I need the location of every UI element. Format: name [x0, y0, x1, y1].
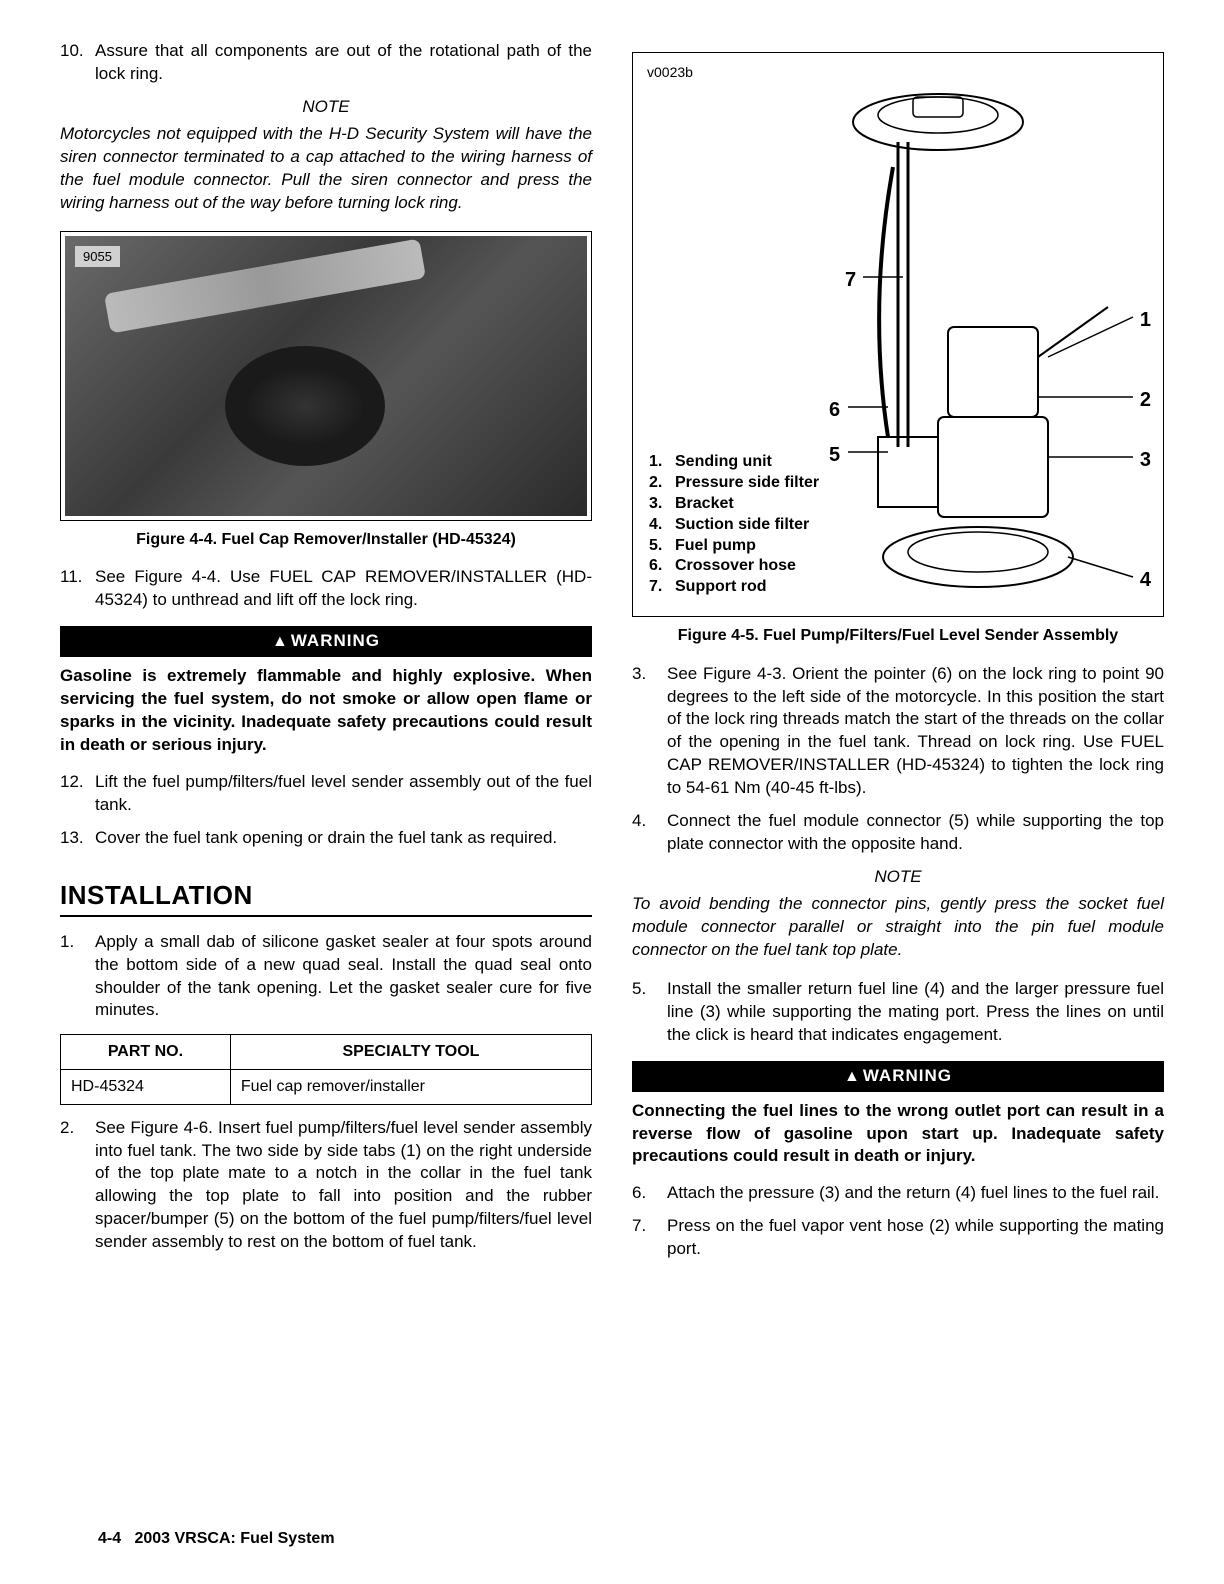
- step-text: See Figure 4-6. Insert fuel pump/filters…: [95, 1117, 592, 1255]
- step-num: 5.: [632, 978, 667, 1047]
- step-text: Lift the fuel pump/filters/fuel level se…: [95, 771, 592, 817]
- right-column: v0023b: [632, 40, 1164, 1271]
- specialty-tool-table: PART NO. SPECIALTY TOOL HD-45324 Fuel ca…: [60, 1034, 592, 1104]
- warning-text: Connecting the fuel lines to the wrong o…: [632, 1100, 1164, 1169]
- step-num: 3.: [632, 663, 667, 801]
- step-num: 2.: [60, 1117, 95, 1255]
- step-text: Assure that all components are out of th…: [95, 40, 592, 86]
- installation-heading: INSTALLATION: [60, 878, 592, 913]
- step-text: See Figure 4-3. Orient the pointer (6) o…: [667, 663, 1164, 801]
- legend-num: 5.: [649, 536, 675, 557]
- step-num: 6.: [632, 1182, 667, 1205]
- section-rule: [60, 915, 592, 917]
- note-text: Motorcycles not equipped with the H-D Se…: [60, 123, 592, 215]
- table-cell: HD-45324: [61, 1069, 231, 1104]
- callout-7: 7: [845, 267, 856, 294]
- footer-title: 2003 VRSCA: Fuel System: [134, 1530, 334, 1547]
- left-column: 10. Assure that all components are out o…: [60, 40, 592, 1271]
- legend-text: Fuel pump: [675, 536, 756, 557]
- callout-4: 4: [1140, 567, 1151, 594]
- figure-diagram: v0023b: [637, 57, 1159, 612]
- legend-text: Bracket: [675, 494, 734, 515]
- note-label: NOTE: [60, 96, 592, 119]
- step-12: 12. Lift the fuel pump/filters/fuel leve…: [60, 771, 592, 817]
- note-text: To avoid bending the connector pins, gen…: [632, 893, 1164, 962]
- warning-label: WARNING: [863, 1066, 952, 1085]
- legend-text: Sending unit: [675, 452, 772, 473]
- table-header: PART NO.: [61, 1035, 231, 1070]
- table-cell: Fuel cap remover/installer: [230, 1069, 591, 1104]
- step-text: Press on the fuel vapor vent hose (2) wh…: [667, 1215, 1164, 1261]
- warning-icon: ▲: [844, 1068, 861, 1085]
- legend-text: Pressure side filter: [675, 473, 819, 494]
- callout-5: 5: [829, 442, 840, 469]
- figure-4-5: v0023b: [632, 52, 1164, 617]
- step-3: 3. See Figure 4-3. Orient the pointer (6…: [632, 663, 1164, 801]
- legend-text: Suction side filter: [675, 515, 809, 536]
- step-7: 7. Press on the fuel vapor vent hose (2)…: [632, 1215, 1164, 1261]
- callout-3: 3: [1140, 447, 1151, 474]
- step-text: Cover the fuel tank opening or drain the…: [95, 827, 592, 850]
- callout-2: 2: [1140, 387, 1151, 414]
- warning-bar: ▲WARNING: [60, 626, 592, 657]
- step-num: 10.: [60, 40, 95, 86]
- wrench-shape: [104, 238, 426, 333]
- figure-badge: 9055: [75, 246, 120, 268]
- warning-text: Gasoline is extremely flammable and high…: [60, 665, 592, 757]
- note-label: NOTE: [632, 866, 1164, 889]
- step-num: 7.: [632, 1215, 667, 1261]
- legend-num: 7.: [649, 577, 675, 598]
- step-text: Attach the pressure (3) and the return (…: [667, 1182, 1164, 1205]
- legend-text: Crossover hose: [675, 556, 796, 577]
- figure-photo: 9055: [65, 236, 587, 516]
- step-text: See Figure 4-4. Use FUEL CAP REMOVER/INS…: [95, 566, 592, 612]
- step-num: 1.: [60, 931, 95, 1023]
- step-13: 13. Cover the fuel tank opening or drain…: [60, 827, 592, 850]
- legend-num: 6.: [649, 556, 675, 577]
- warning-icon: ▲: [272, 633, 289, 650]
- step-num: 11.: [60, 566, 95, 612]
- step-text: Apply a small dab of silicone gasket sea…: [95, 931, 592, 1023]
- figure-4-5-caption: Figure 4-5. Fuel Pump/Filters/Fuel Level…: [632, 625, 1164, 647]
- step-num: 4.: [632, 810, 667, 856]
- table-header: SPECIALTY TOOL: [230, 1035, 591, 1070]
- legend-num: 3.: [649, 494, 675, 515]
- legend-num: 4.: [649, 515, 675, 536]
- warning-label: WARNING: [291, 631, 380, 650]
- step-num: 12.: [60, 771, 95, 817]
- install-step-1: 1. Apply a small dab of silicone gasket …: [60, 931, 592, 1023]
- warning-bar: ▲WARNING: [632, 1061, 1164, 1092]
- figure-4-4: 9055: [60, 231, 592, 521]
- legend-num: 1.: [649, 452, 675, 473]
- step-10: 10. Assure that all components are out o…: [60, 40, 592, 86]
- step-6: 6. Attach the pressure (3) and the retur…: [632, 1182, 1164, 1205]
- fuel-ring-shape: [225, 346, 385, 466]
- legend-num: 2.: [649, 473, 675, 494]
- callout-6: 6: [829, 397, 840, 424]
- step-5: 5. Install the smaller return fuel line …: [632, 978, 1164, 1047]
- step-num: 13.: [60, 827, 95, 850]
- step-11: 11. See Figure 4-4. Use FUEL CAP REMOVER…: [60, 566, 592, 612]
- step-4: 4. Connect the fuel module connector (5)…: [632, 810, 1164, 856]
- page-footer: 4-4 2003 VRSCA: Fuel System: [98, 1528, 335, 1550]
- callout-1: 1: [1140, 307, 1151, 334]
- figure-4-4-caption: Figure 4-4. Fuel Cap Remover/Installer (…: [60, 529, 592, 551]
- legend-text: Support rod: [675, 577, 767, 598]
- step-text: Connect the fuel module connector (5) wh…: [667, 810, 1164, 856]
- step-text: Install the smaller return fuel line (4)…: [667, 978, 1164, 1047]
- page-number: 4-4: [98, 1530, 121, 1547]
- figure-legend: 1.Sending unit 2.Pressure side filter 3.…: [649, 452, 819, 598]
- install-step-2: 2. See Figure 4-6. Insert fuel pump/filt…: [60, 1117, 592, 1255]
